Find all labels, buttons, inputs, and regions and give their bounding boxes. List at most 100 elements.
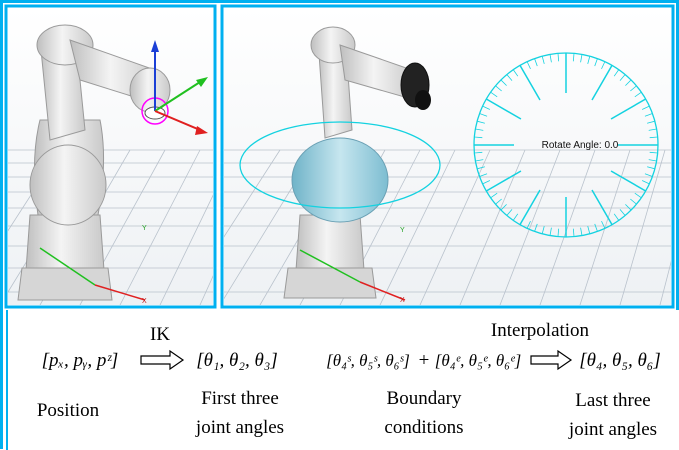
dial-minor-tick (541, 56, 545, 64)
pipeline-panel-mask (3, 310, 679, 450)
axis-x-label-right: X (400, 297, 405, 304)
world-axes-left: Y X (39, 225, 147, 305)
dial-minor-tick (613, 213, 620, 221)
interpolation-arrow (530, 349, 573, 371)
dial-minor-tick (619, 74, 626, 81)
dial-minor-tick (549, 54, 552, 63)
dial-minor-tick (613, 69, 620, 77)
boundary-end-vector: [θ₄ᵉ, θ₅ᵉ, θ₆ᵉ] (435, 351, 521, 370)
dial-minor-tick (594, 58, 598, 67)
dial-minor-tick (479, 173, 488, 177)
dial-minor-tick (587, 56, 591, 64)
dial-minor-tick (625, 79, 632, 86)
dial-minor-tick (512, 213, 519, 221)
dial-minor-tick (634, 192, 642, 199)
floor-grid-left (8, 149, 213, 305)
position-caption: Position (37, 400, 100, 421)
left-viewport: Y X (8, 8, 213, 305)
dial-minor-tick (641, 105, 650, 110)
dial-minor-tick (619, 209, 626, 216)
right-viewport: Rotate Angle: 0.0 Y X (224, 8, 671, 305)
dial-minor-tick (526, 61, 531, 70)
dial-minor-tick (630, 85, 637, 92)
ik-arrow (140, 349, 185, 371)
dial-minor-tick (534, 223, 538, 232)
ik-input-position-vector: [pₓ, pᵧ, pᶻ] (42, 350, 119, 371)
interpolation-step: Interpolation [θ₄ˢ, θ₅ˢ, θ₆ˢ] + [θ₄ᵉ, θ₅… (326, 320, 661, 440)
rotation-ring-base (239, 121, 441, 209)
dial-minor-tick (630, 198, 637, 205)
boundary-start-vector: [θ₄ˢ, θ₅ˢ, θ₆ˢ] (326, 351, 410, 370)
dial-major-tick (610, 98, 647, 120)
rotate-angle-dial (473, 52, 659, 238)
dial-major-tick (610, 170, 647, 192)
first-three-caption-line2: joint angles (195, 417, 284, 438)
boundary-caption-line2: conditions (384, 417, 463, 438)
dial-minor-tick (506, 74, 513, 81)
robot-arm-left (17, 24, 171, 301)
dial-minor-tick (557, 228, 560, 237)
dial-minor-tick (482, 180, 491, 185)
dial-minor-tick (500, 204, 507, 211)
dial-minor-tick (634, 91, 642, 98)
interpolation-label: Interpolation (491, 320, 590, 341)
dial-minor-tick (477, 166, 485, 170)
ik-label: IK (150, 324, 170, 345)
dial-minor-tick (580, 227, 583, 236)
dial-minor-tick (549, 227, 552, 236)
last-three-caption-line1: Last three (575, 390, 650, 411)
dial-minor-tick (500, 79, 507, 86)
dial-minor-tick (572, 228, 575, 237)
left-viewport-border (4, 4, 217, 309)
dial-major-tick (591, 64, 613, 101)
dial-minor-tick (649, 136, 658, 139)
dial-minor-tick (644, 113, 653, 117)
dial-major-tick (591, 189, 613, 226)
last-three-caption-line2: joint angles (568, 419, 657, 440)
dial-ticks (474, 53, 658, 237)
dial-minor-tick (475, 128, 484, 131)
ik-output-first-angles: [θ₁, θ₂, θ₃] (196, 350, 278, 371)
dial-minor-tick (475, 159, 484, 162)
dial-minor-tick (649, 151, 658, 154)
world-axes-right: Y X (299, 227, 406, 304)
dial-minor-tick (477, 120, 485, 124)
dial-minor-tick (648, 159, 657, 162)
dial-minor-tick (506, 209, 513, 216)
dial-major-tick (485, 170, 522, 192)
dial-minor-tick (526, 220, 531, 229)
dial-minor-tick (490, 192, 498, 199)
dial-minor-tick (495, 85, 502, 92)
dial-minor-tick (647, 166, 655, 170)
dial-minor-tick (512, 69, 519, 77)
dial-minor-tick (644, 173, 653, 177)
dial-minor-tick (541, 226, 545, 234)
first-three-caption-line1: First three (201, 388, 279, 409)
dial-minor-tick (580, 54, 583, 63)
dial-minor-tick (474, 151, 483, 154)
dial-minor-tick (601, 61, 606, 70)
dial-major-tick (485, 98, 522, 120)
dial-major-tick (519, 64, 541, 101)
dial-minor-tick (625, 204, 632, 211)
dial-minor-tick (587, 226, 591, 234)
ik-step: IK [pₓ, pᵧ, pᶻ] [θ₁, θ₂, θ₃] Position Fi… (37, 324, 284, 438)
dial-minor-tick (490, 91, 498, 98)
axis-x-label-left: X (142, 298, 147, 305)
dial-minor-tick (572, 53, 575, 62)
dial-minor-tick (648, 128, 657, 131)
interp-output-last-angles: [θ₄, θ₅, θ₆] (579, 350, 661, 371)
plus-sign: + (419, 350, 430, 371)
dial-minor-tick (641, 180, 650, 185)
dial-major-tick (519, 189, 541, 226)
transform-gizmo (141, 40, 208, 135)
dial-minor-tick (482, 105, 491, 110)
dial-minor-tick (479, 113, 488, 117)
rotate-angle-readout: Rotate Angle: 0.0 (542, 140, 619, 151)
dial-minor-tick (601, 220, 606, 229)
boundary-caption-line1: Boundary (387, 388, 462, 409)
right-viewport-border (220, 4, 675, 309)
axis-y-label-right: Y (400, 227, 405, 234)
dial-minor-tick (557, 53, 560, 62)
